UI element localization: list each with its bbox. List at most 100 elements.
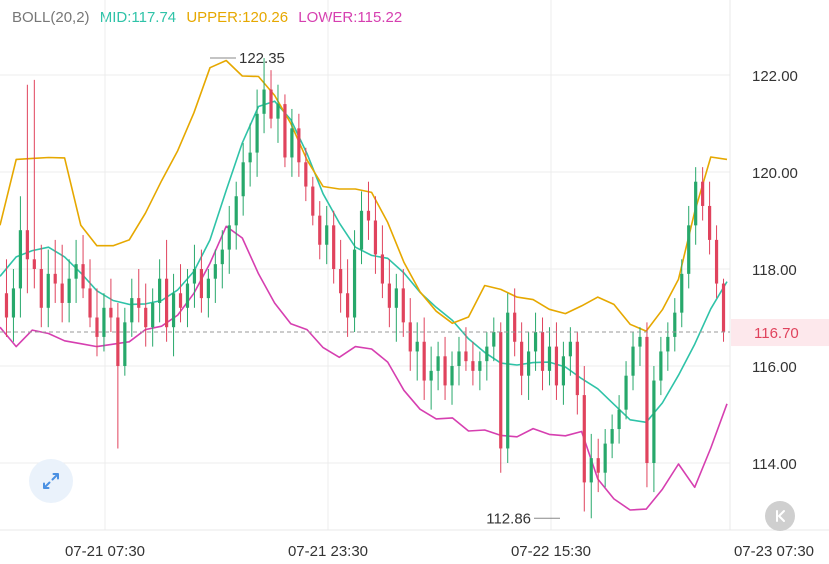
mid-value: MID:117.74 [99,9,177,26]
candle-body [311,186,315,216]
candle-body [352,249,357,318]
candle-body [429,370,433,381]
candle-body [199,269,204,299]
candle-body [533,332,538,352]
band-line-mid [0,100,728,424]
candle-body [46,273,50,308]
indicator-legend: BOLL(20,2) MID:117.74 UPPER:120.26 LOWER… [12,9,408,26]
high-annotation-label: 122.35 [239,50,285,67]
candle-body [109,307,113,318]
candle-body [714,239,719,284]
candle-body [325,225,329,245]
candle-body [387,283,391,308]
candle-body [401,288,405,323]
candle-body [366,210,371,221]
candle-body [53,273,57,284]
current-price-label: 116.70 [754,325,799,342]
candle-body [526,351,531,376]
candle-body [638,336,642,347]
candle-body [380,254,385,284]
candle-body [561,356,566,386]
x-tick-label: 07-22 15:30 [511,543,591,560]
candle-body [520,341,524,376]
scroll-to-latest-icon [776,510,785,522]
candle-body [60,283,64,303]
candle-body [171,293,176,328]
scroll-to-latest-button[interactable] [765,501,795,531]
candle-body [81,264,85,289]
candle-body [151,302,155,328]
candle-body [144,307,148,328]
candle-body [164,278,169,328]
candle-body [687,225,691,274]
y-tick-label: 122.00 [752,68,798,85]
candle-body [18,230,23,289]
candle-body [373,220,378,255]
candle-body [32,259,36,269]
band-line-lower [0,225,728,511]
candle-body [603,443,607,473]
candle-body [67,278,71,303]
candle-body [234,196,238,226]
candle-body [283,104,287,158]
candle-body [74,264,78,279]
candle-body [39,269,43,308]
candle-body [137,298,141,308]
candle-body [582,395,586,483]
candle-body [185,283,190,308]
candle-body [645,336,649,463]
candle-body [248,152,252,163]
candle-body [116,317,120,366]
candle-body [471,361,475,371]
candles [4,58,726,519]
price-annotations: 116.70 122.35 112.86 [0,50,829,527]
candle-body [610,429,614,444]
candle-body [297,128,301,163]
band-line-upper [0,59,728,332]
current-price-tag [731,319,829,347]
candle-body [130,298,134,323]
candle-body [123,322,127,366]
y-tick-label: 118.00 [752,262,797,279]
candle-body [88,288,92,318]
axes: 122.00 120.00 118.00 116.00 114.00 07-21 07:3… [65,68,814,560]
candle-body [227,225,231,250]
candle-body [485,346,489,362]
candle-body [513,312,517,342]
candle-body [304,162,308,187]
candle-body [394,288,398,308]
low-annotation-label: 112.86 [486,510,531,527]
candle-body [269,89,273,119]
candle-body [680,273,684,313]
candle-body [415,341,419,352]
expand-button[interactable] [29,459,73,503]
candle-body [102,307,106,337]
candle-body [554,346,559,386]
candle-body [589,458,593,483]
expand-arrows-icon [43,473,59,489]
candle-body [276,104,280,119]
candle-body [290,128,294,158]
y-tick-label: 114.00 [752,456,797,473]
x-tick-label: 07-21 07:30 [65,543,145,560]
candle-body [624,375,628,410]
candle-body [345,293,350,318]
candle-body [457,351,461,366]
candle-body [192,269,197,284]
indicator-name: BOLL(20,2) [12,9,90,26]
candle-body [659,351,663,381]
candle-body [506,312,510,449]
candle-body [540,332,545,371]
candle-body [262,89,266,114]
candle-body [255,113,259,153]
candle-body [492,332,496,347]
candle-body [178,293,183,308]
grid-lines [0,0,829,531]
candle-body [666,336,670,352]
bollinger-bands [0,59,728,511]
candle-body [631,346,635,376]
candle-body [220,249,224,265]
candle-body [408,322,412,352]
candle-body [339,269,343,294]
